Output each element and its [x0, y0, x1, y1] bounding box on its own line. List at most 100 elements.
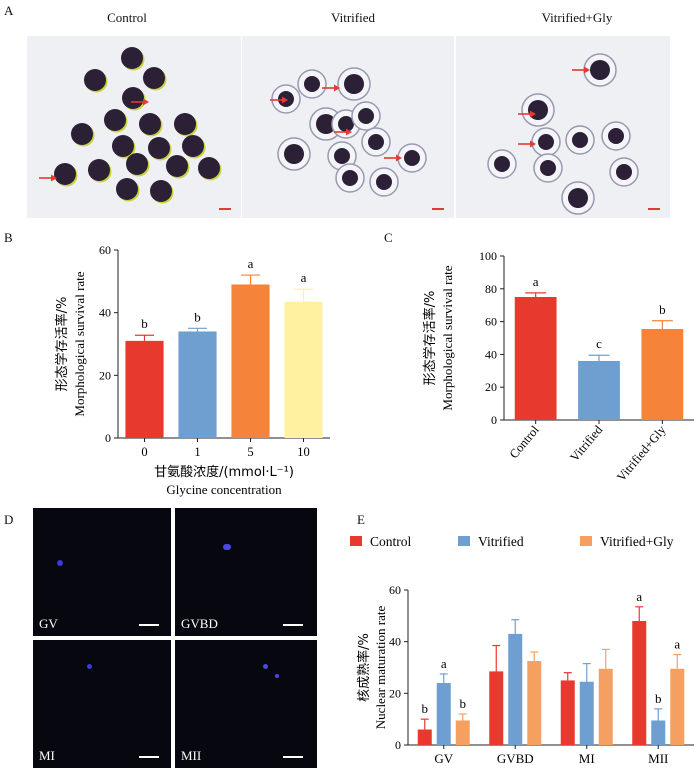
fluorescence-mii: MII	[175, 640, 317, 768]
y-tick-label: 40	[485, 347, 497, 361]
y-tick-label: 40	[99, 306, 111, 320]
bar-Control-GVBD	[489, 671, 504, 745]
oocyte	[122, 87, 144, 109]
arrow-head	[396, 154, 402, 162]
bar-Control-MII	[632, 621, 647, 745]
fluorescence-mi: MI	[33, 640, 171, 768]
oocyte	[104, 109, 126, 131]
oocyte	[528, 100, 548, 120]
chromatin-spot	[87, 664, 92, 669]
significance-letter: b	[422, 701, 429, 716]
legend-label: Vitrified	[478, 534, 524, 549]
arrow-head	[530, 110, 536, 118]
panel-a-letter: A	[4, 3, 14, 18]
y-tick-label: 100	[479, 249, 497, 263]
chromatin-spot	[223, 544, 231, 550]
oocyte	[316, 114, 336, 134]
oocyte	[338, 116, 354, 132]
bar-Control-MI	[560, 680, 575, 745]
bar-10	[284, 301, 323, 438]
oocyte	[54, 163, 76, 185]
polar-body-spot	[275, 674, 279, 678]
arrow-head	[334, 84, 340, 92]
oocyte	[284, 144, 304, 164]
scale-bar	[219, 208, 231, 210]
fluorescence-label-gv: GV	[39, 616, 58, 631]
y-axis-label-cn: 形态学存活率/%	[422, 291, 438, 386]
legend-swatch	[350, 536, 362, 546]
significance-letter: b	[655, 691, 662, 706]
oocyte	[182, 135, 204, 157]
scale-bar	[283, 756, 303, 758]
legend-label: Control	[370, 534, 412, 549]
bar-Control-GV	[417, 729, 432, 745]
oocyte	[572, 132, 588, 148]
y-axis-label-en: Morphological survival rate	[440, 265, 455, 410]
y-axis-label-en: Nuclear maturation rate	[373, 606, 388, 730]
x-tick-label: 5	[247, 445, 253, 459]
oocyte	[334, 148, 350, 164]
bar-Vitrified+Gly-MI	[598, 668, 613, 745]
oocyte	[304, 76, 320, 92]
bar-Control	[514, 297, 557, 420]
significance-letter: a	[441, 656, 447, 671]
photo-label-vitrified-gly: Vitrified+Gly	[541, 10, 613, 25]
significance-letter: a	[301, 270, 307, 285]
panel-d-letter: D	[4, 512, 14, 527]
arrow-head	[584, 66, 590, 74]
bar-0	[125, 340, 164, 438]
scale-bar	[139, 756, 159, 758]
oocyte	[568, 188, 588, 208]
oocyte	[143, 67, 165, 89]
oocyte	[590, 60, 610, 80]
y-axis-label-cn: 核成熟率/%	[356, 633, 372, 702]
significance-letter: b	[460, 696, 467, 711]
scale-bar	[648, 208, 660, 210]
significance-letter: b	[194, 309, 201, 324]
oocyte	[116, 178, 138, 200]
panel-e-letter: E	[357, 512, 365, 527]
oocyte	[358, 108, 374, 124]
legend-swatch	[458, 536, 470, 546]
arrow-head	[530, 140, 536, 148]
bar-Vitrified-GV	[436, 683, 451, 745]
significance-letter: a	[636, 589, 642, 604]
y-tick-label: 0	[491, 413, 497, 427]
arrow-head	[143, 98, 149, 106]
significance-letter: a	[533, 274, 539, 289]
oocyte	[112, 135, 134, 157]
significance-letter: b	[659, 302, 666, 317]
chart-b: 0 20 40 60 b 0 b 1 a 5 a 10 形态学存活率/% Morphological su…	[54, 243, 330, 497]
oocyte	[494, 156, 510, 172]
oocyte	[71, 123, 93, 145]
y-tick-label: 80	[485, 282, 497, 296]
oocyte	[84, 69, 106, 91]
legend-label: Vitrified+Gly	[600, 534, 674, 549]
x-tick-label: GVBD	[497, 751, 534, 766]
oocyte	[342, 170, 358, 186]
bar-Vitrified	[578, 360, 620, 420]
significance-letter: b	[141, 316, 148, 331]
y-tick-label: 0	[395, 738, 401, 752]
bar-1	[178, 331, 217, 438]
bar-Vitrified+Gly-MII	[670, 668, 685, 745]
oocyte	[538, 134, 554, 150]
scale-bar	[139, 624, 159, 626]
micrograph-vitrified	[242, 36, 454, 218]
fluorescence-label-gvbd: GVBD	[181, 616, 218, 631]
y-tick-label: 20	[485, 380, 497, 394]
significance-letter: c	[596, 336, 602, 351]
x-tick-label: Vitrified	[567, 422, 605, 464]
y-tick-label: 60	[485, 315, 497, 329]
significance-letter: a	[248, 256, 254, 271]
oocyte	[540, 160, 556, 176]
fluorescence-gv: GV	[33, 508, 171, 636]
oocyte	[88, 159, 110, 181]
arrow-head	[346, 128, 352, 136]
nucleus-spot	[57, 560, 63, 566]
oocyte	[368, 134, 384, 150]
y-tick-label: 20	[99, 368, 111, 382]
x-tick-label: 0	[141, 445, 147, 459]
chart-c: 0 20 40 60 80 100 a Control c Vitrified b Vitrified…	[422, 249, 694, 484]
bar-Vitrified-GVBD	[508, 633, 523, 745]
